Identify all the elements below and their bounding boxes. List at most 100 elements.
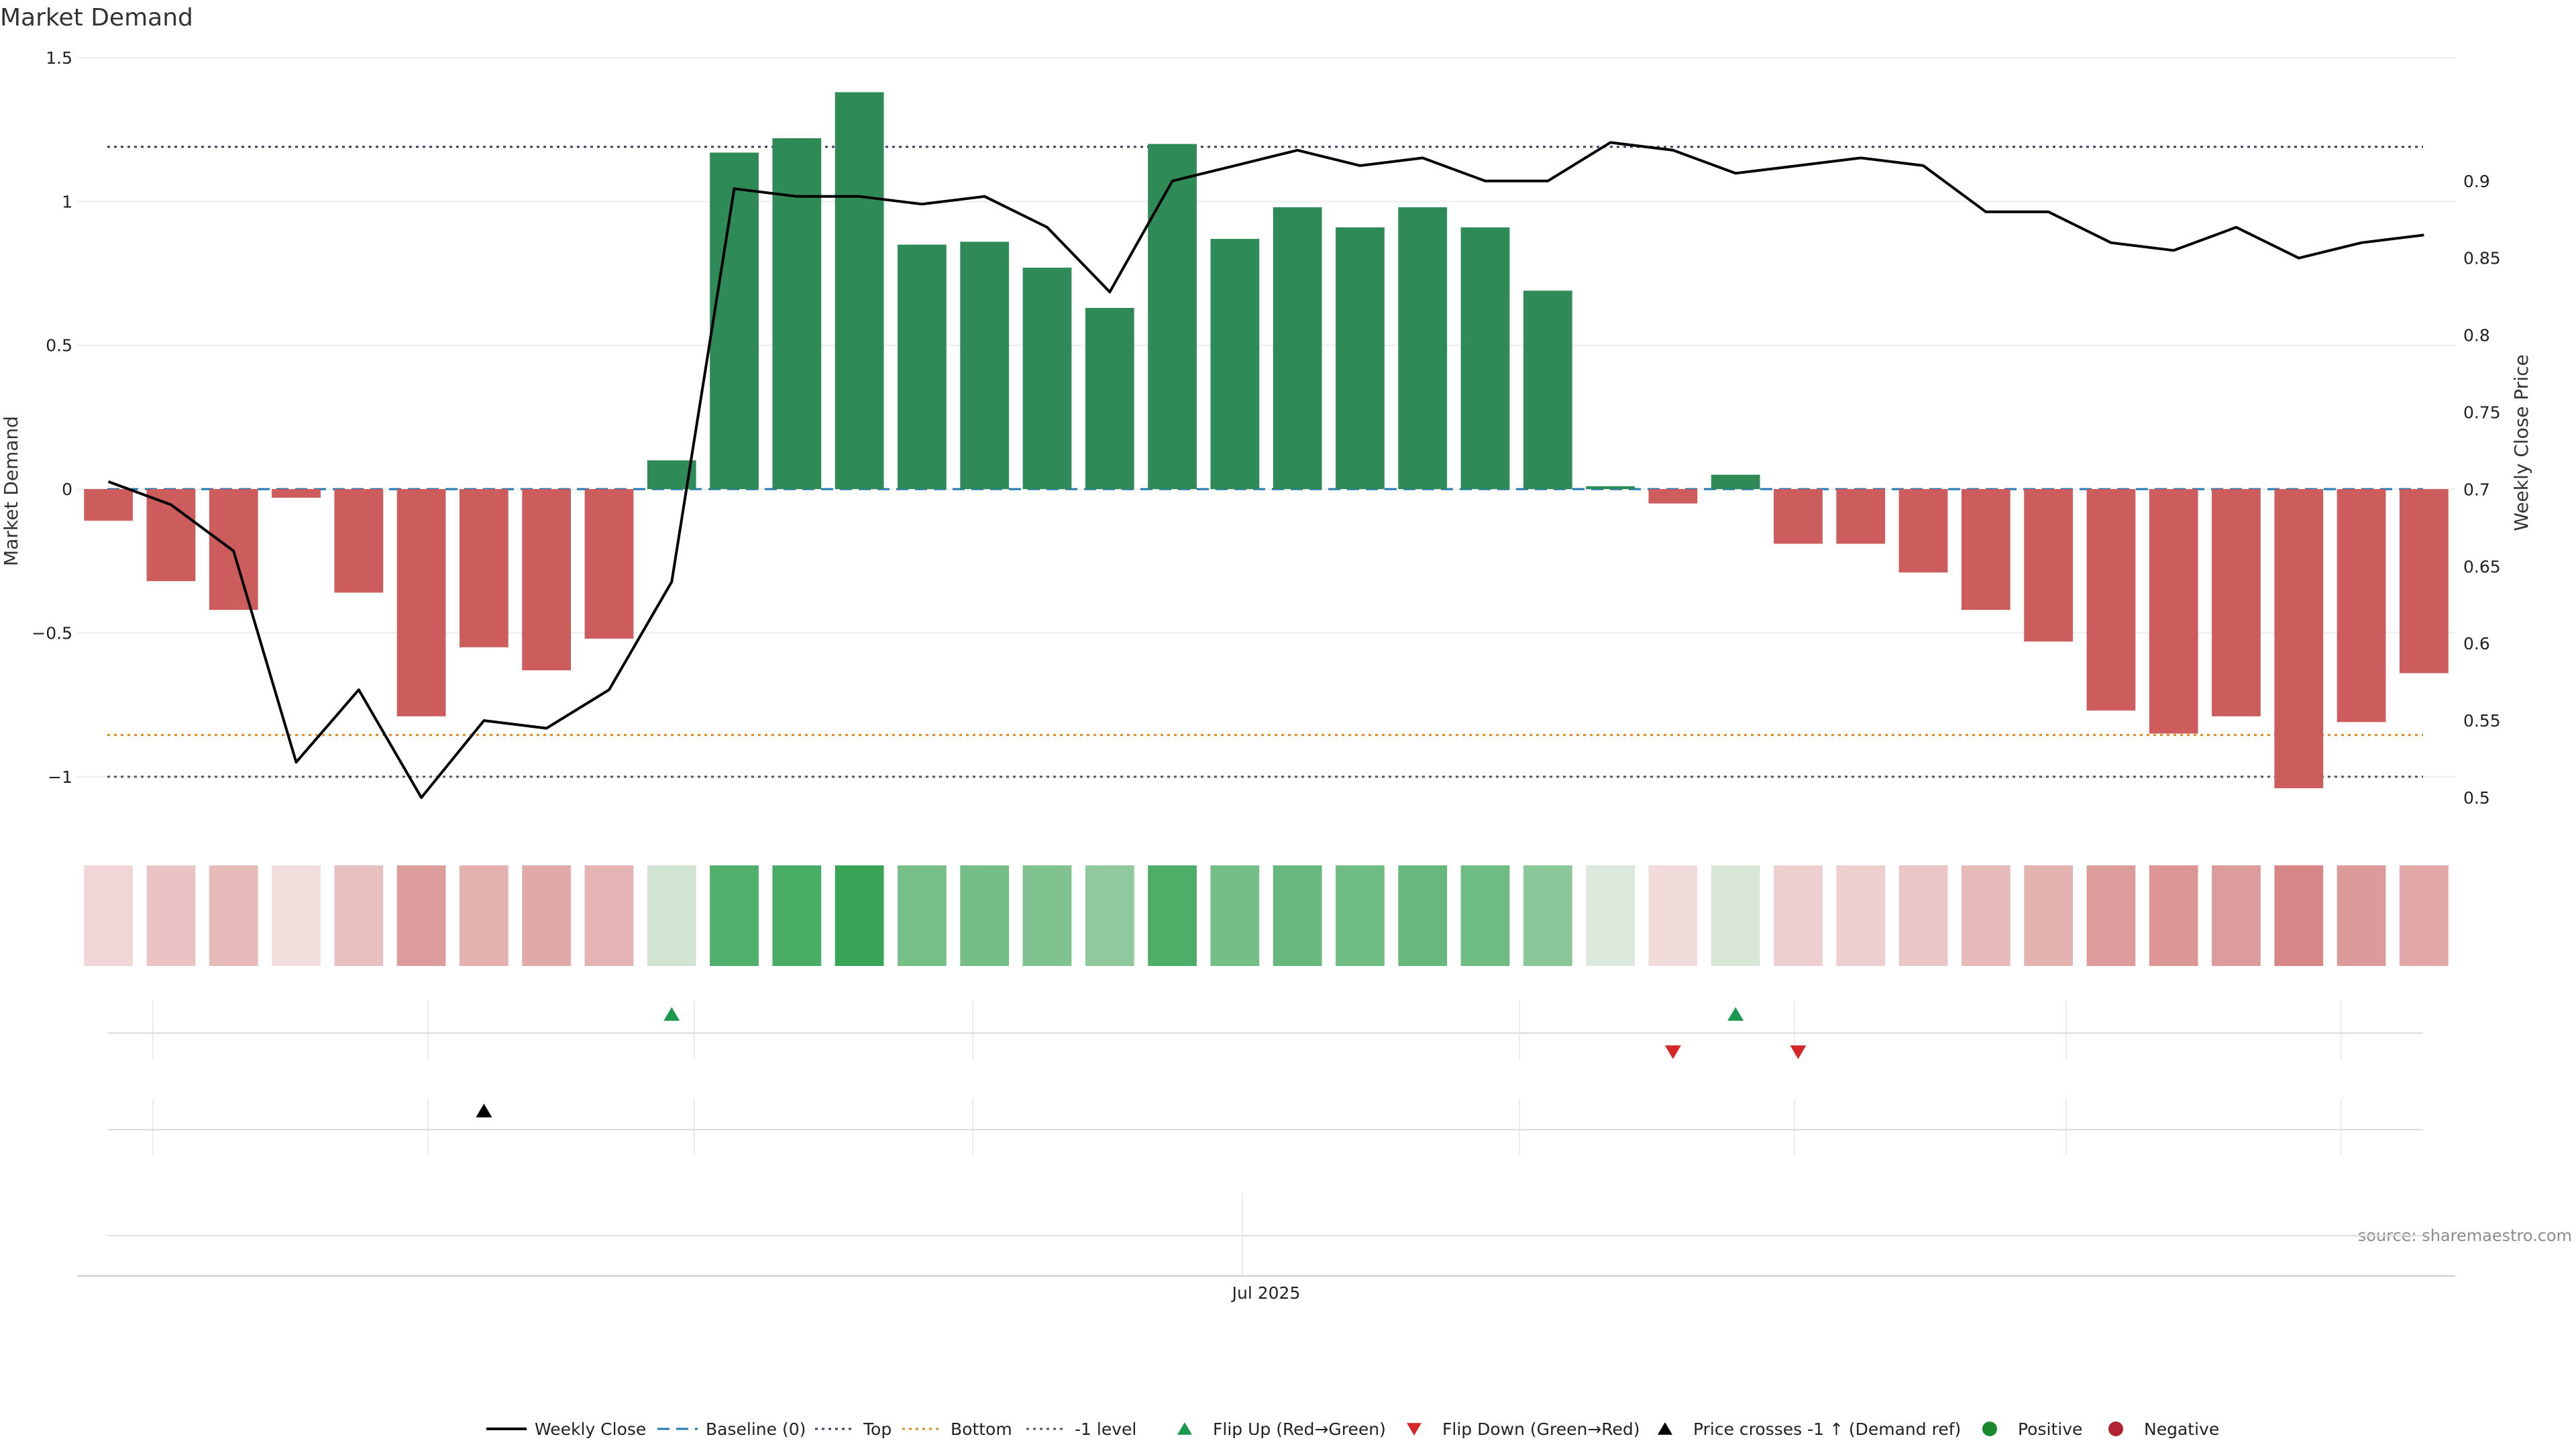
y2-tick-label: 0.6 [2463, 634, 2490, 653]
heat-cell [1648, 865, 1698, 966]
legend-label: Baseline (0) [706, 1419, 806, 1439]
flip-down-marker [1664, 1045, 1681, 1059]
demand-bar [1648, 489, 1698, 504]
y2-tick-label: 0.5 [2463, 788, 2490, 808]
heat-cell [1836, 865, 1886, 966]
heat-cell [1961, 865, 2010, 966]
demand-bar [835, 92, 884, 490]
heat-cell [146, 865, 196, 966]
legend-swatch-circle [1982, 1421, 1997, 1436]
heat-cell [2337, 865, 2386, 966]
y2-tick-label: 0.8 [2463, 326, 2490, 345]
flip-up-marker [663, 1007, 680, 1021]
demand-bar [1085, 307, 1134, 490]
heat-cell [1148, 865, 1197, 966]
legend-label: Top [863, 1419, 892, 1439]
heat-cell [209, 865, 258, 966]
demand-bar [1398, 207, 1448, 490]
y-tick-label: 0.5 [46, 336, 72, 356]
demand-bar [960, 241, 1010, 490]
y2-tick-label: 0.85 [2463, 249, 2501, 268]
heat-cell [1336, 865, 1385, 966]
demand-bar [146, 489, 196, 582]
y2-tick-label: 0.55 [2463, 711, 2501, 731]
heat-cell [1085, 865, 1134, 966]
heat-cell [2212, 865, 2261, 966]
demand-bar [772, 138, 822, 490]
heat-cell [835, 865, 884, 966]
legend-swatch-circle [2108, 1421, 2123, 1436]
heat-cell [2086, 865, 2136, 966]
demand-bar [2212, 489, 2261, 716]
legend-label: Negative [2144, 1419, 2219, 1439]
demand-bar [898, 244, 947, 490]
heat-cell [1711, 865, 1760, 966]
demand-bar [2149, 489, 2198, 734]
demand-bar [1898, 489, 1948, 573]
y2-axis-label: Weekly Close Price [2510, 354, 2532, 531]
demand-bar [272, 489, 321, 498]
heat-cell [459, 865, 508, 966]
legend: Weekly Close Baseline (0) Top Bottom -1 leve… [486, 1419, 2219, 1439]
legend-label: Weekly Close [535, 1419, 646, 1439]
demand-bar [334, 489, 384, 593]
demand-bar [2086, 489, 2136, 711]
demand-bar [1210, 239, 1260, 490]
heat-cell [710, 865, 759, 966]
demand-bar [459, 489, 508, 647]
demand-bar [1336, 227, 1385, 490]
demand-bar [1711, 474, 1760, 490]
heat-cell [1586, 865, 1635, 966]
demand-bar [1774, 489, 1823, 544]
legend-label: Flip Up (Red→Green) [1213, 1419, 1386, 1439]
demand-bar [584, 489, 634, 639]
heat-cell [960, 865, 1010, 966]
demand-bar [84, 489, 133, 521]
legend-label: Flip Down (Green→Red) [1442, 1419, 1640, 1439]
demand-bar [1022, 267, 1072, 490]
demand-bar [1460, 227, 1510, 490]
heat-cell [1898, 865, 1948, 966]
flip-up-marker [1727, 1007, 1744, 1021]
heat-cell [1273, 865, 1322, 966]
demand-bar [2274, 489, 2324, 788]
y2-tick-label: 0.65 [2463, 557, 2501, 576]
y2-tick-label: 0.75 [2463, 403, 2501, 423]
y2-tick-label: 0.7 [2463, 480, 2490, 499]
x-tick-label: Jul 2025 [1231, 1283, 1301, 1303]
weekly-close-line [107, 141, 2424, 799]
y-tick-label: 1 [62, 192, 72, 211]
demand-bar [396, 489, 446, 716]
axes: −1 −0.5 0 0.5 1 1.5 0.5 0.55 0.6 0.65 0.7 0.75 0.8 0.… [32, 48, 2500, 1303]
heat-cell [522, 865, 572, 966]
legend-swatch-triangle-up [1658, 1422, 1672, 1435]
heat-cell [1022, 865, 1072, 966]
heat-cell [1774, 865, 1823, 966]
demand-bar [1586, 486, 1635, 490]
heat-cell [272, 865, 321, 966]
demand-bar [1961, 489, 2010, 610]
chart-title: Market Demand [0, 4, 193, 32]
legend-label: Bottom [951, 1419, 1012, 1439]
y-tick-label: −1 [48, 767, 72, 787]
legend-swatch-triangle-up [1177, 1422, 1192, 1435]
heat-cell [898, 865, 947, 966]
heat-cell [1398, 865, 1448, 966]
y-tick-label: −0.5 [32, 623, 72, 643]
heat-cell [334, 865, 384, 966]
heat-cell [1460, 865, 1510, 966]
heat-cell [772, 865, 822, 966]
price-cross-marker [476, 1104, 492, 1118]
heat-cell [84, 865, 133, 966]
heat-cell [2149, 865, 2198, 966]
heat-cell [2399, 865, 2449, 966]
demand-bar [1148, 144, 1197, 490]
legend-label: Positive [2018, 1419, 2082, 1439]
legend-label: Price crosses -1 ↑ (Demand ref) [1693, 1419, 1961, 1439]
weekly-close-line-layer [107, 141, 2424, 799]
legend-swatch-triangle-down [1407, 1423, 1421, 1436]
reference-lines [107, 146, 2423, 778]
demand-bar [2399, 489, 2449, 674]
demand-heat-strip [84, 865, 2449, 966]
